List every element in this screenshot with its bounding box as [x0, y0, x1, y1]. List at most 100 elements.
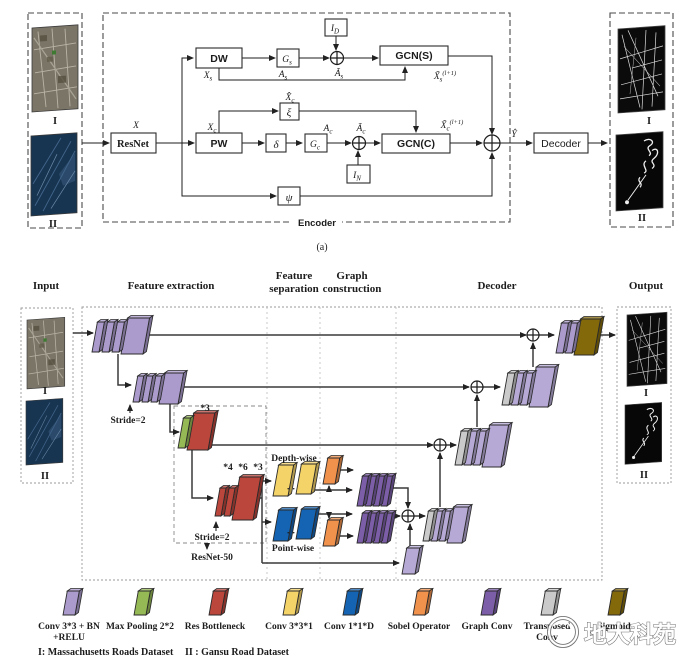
b-main-frame	[81, 306, 603, 581]
in-block	[346, 164, 371, 184]
legend-swatch-3-sheet	[282, 587, 305, 616]
b-input-label-1: I	[43, 386, 47, 397]
a-input-image-2	[30, 132, 78, 217]
add-node	[526, 328, 540, 342]
mult-3-label: *3	[200, 404, 210, 414]
watermark: 地大科苑	[547, 616, 677, 648]
legend-swatch-6-sheet	[480, 587, 503, 616]
header-input: Input	[33, 280, 60, 292]
resnet-label: ResNet	[117, 139, 150, 150]
mult-3b-label: *3	[253, 463, 263, 473]
legend-swatch-8-sheet	[607, 587, 630, 616]
add-node	[433, 438, 447, 452]
delta-block	[265, 133, 287, 153]
encoder-label: Encoder	[298, 218, 336, 229]
a-math-labels: X Xs As Ãs X̂c Xc Ac Ãc X̃s(l+1) X̃c(l+1…	[49, 67, 651, 253]
resnet50-label: ResNet-50	[191, 553, 233, 563]
res-block-2-sheet	[214, 484, 231, 517]
b-output-image-2	[624, 401, 663, 465]
decoder-block	[533, 132, 589, 154]
label-a-c-tilde: Ãc	[356, 122, 367, 136]
connector	[448, 55, 495, 135]
res-block-1-sheet	[186, 409, 220, 451]
xi-label: ξ	[287, 107, 292, 119]
b-annotations: Stride=2 Stride=2 ResNet-50 *3 *4 *6 *3 …	[41, 386, 648, 563]
dataset-note-1: I: Massachusetts Roads Dataset	[38, 647, 174, 658]
add-node	[401, 509, 415, 523]
header-decoder: Decoder	[477, 280, 516, 292]
pw-label: PW	[211, 138, 228, 150]
graphconv-bottom-sheet	[372, 509, 390, 544]
conv-stack-1-sheet	[91, 318, 110, 353]
label-a-s: As	[278, 70, 288, 82]
encoder-label-bg	[292, 217, 342, 228]
connector	[300, 152, 495, 197]
legend-label-sigmoid: Sigmoid	[597, 622, 631, 632]
legend-label-maxpool: Max Pooling 2*2	[106, 622, 174, 632]
gcn-c-label: GCN(C)	[397, 138, 435, 150]
b-input-image-2	[25, 398, 64, 466]
output-conv-stack-sheet	[555, 319, 574, 354]
conv-stack-2-sheet	[158, 369, 189, 405]
b-input-label-2: II	[41, 471, 49, 482]
gc-block	[304, 133, 328, 153]
legend-swatch-4-sheet	[342, 587, 365, 616]
legend-label-transposed: Transposed	[524, 622, 572, 632]
legend-label-transposed-2: Conv	[536, 633, 558, 643]
connector	[218, 66, 408, 81]
connector	[181, 55, 194, 143]
gc-label: Gc	[310, 140, 321, 152]
conv-stack-1-sheet	[101, 318, 120, 353]
b-output-label-2: II	[640, 470, 648, 481]
add-node	[483, 134, 501, 152]
label-x: X	[132, 121, 140, 131]
header-graph-construction-2: construction	[323, 283, 382, 295]
pw-block	[195, 132, 243, 154]
pointwise-conv-sheet	[272, 506, 299, 542]
legend-label-conv33: Conv 3*3 + BN	[38, 622, 100, 632]
decoder-stack-2-sheet	[454, 427, 473, 466]
a-input-label-2: II	[49, 219, 57, 230]
b-output-label-1: I	[644, 388, 648, 399]
caption-a: (a)	[316, 242, 327, 253]
legend-label-resbottleneck: Res Bottleneck	[185, 622, 246, 632]
connectors	[73, 36, 616, 566]
dw-label: DW	[210, 53, 228, 65]
depthwise-conv-sheet	[295, 460, 322, 495]
b-input-image-1	[26, 316, 66, 390]
connector	[299, 110, 419, 133]
legend-swatch-5-sheet	[412, 587, 435, 616]
gs-label: Gs	[282, 55, 292, 67]
mult-6-label: *6	[238, 463, 248, 473]
res-block-2-sheet	[231, 473, 266, 521]
pointwise-conv-sheet	[295, 505, 322, 540]
psi-label: ψ	[286, 192, 293, 204]
psi-block	[277, 186, 301, 206]
decoder-stack-2-sheet	[472, 427, 491, 466]
delta-label: δ	[273, 139, 279, 151]
label-x-s: Xs	[203, 71, 213, 83]
connector	[390, 487, 411, 509]
xi-block	[279, 102, 300, 121]
watermark-logo-swirl	[552, 621, 572, 628]
add-node	[351, 135, 367, 151]
gs-block	[276, 48, 300, 68]
graphconv-top-sheet	[356, 472, 374, 507]
legend-swatch-1-sheet	[133, 587, 156, 616]
label-y-hat: Ŷ	[511, 128, 518, 140]
legend-swatch-2-sheet	[208, 587, 231, 616]
depthwise-label: Depth-wise	[271, 454, 316, 464]
label-a-s-tilde: Ãs	[334, 67, 344, 81]
legend-label-conv11d: Conv 1*1*D	[324, 622, 374, 632]
header-feature-separation: Feature	[276, 270, 313, 282]
a-input-frame	[27, 12, 83, 229]
a-output-label-2: II	[638, 213, 646, 224]
add-nodes	[329, 50, 540, 523]
sobel-bottom-sheet	[322, 516, 345, 547]
graphconv-bottom-sheet	[356, 509, 374, 544]
legend-label-conv33-2: +RELU	[53, 633, 85, 643]
dw-block	[195, 47, 243, 69]
a-blocks: ResNet DW PW Gs δ Gc ξ ψ ID IN GCN(S) GC…	[110, 18, 589, 206]
connector	[117, 354, 132, 388]
